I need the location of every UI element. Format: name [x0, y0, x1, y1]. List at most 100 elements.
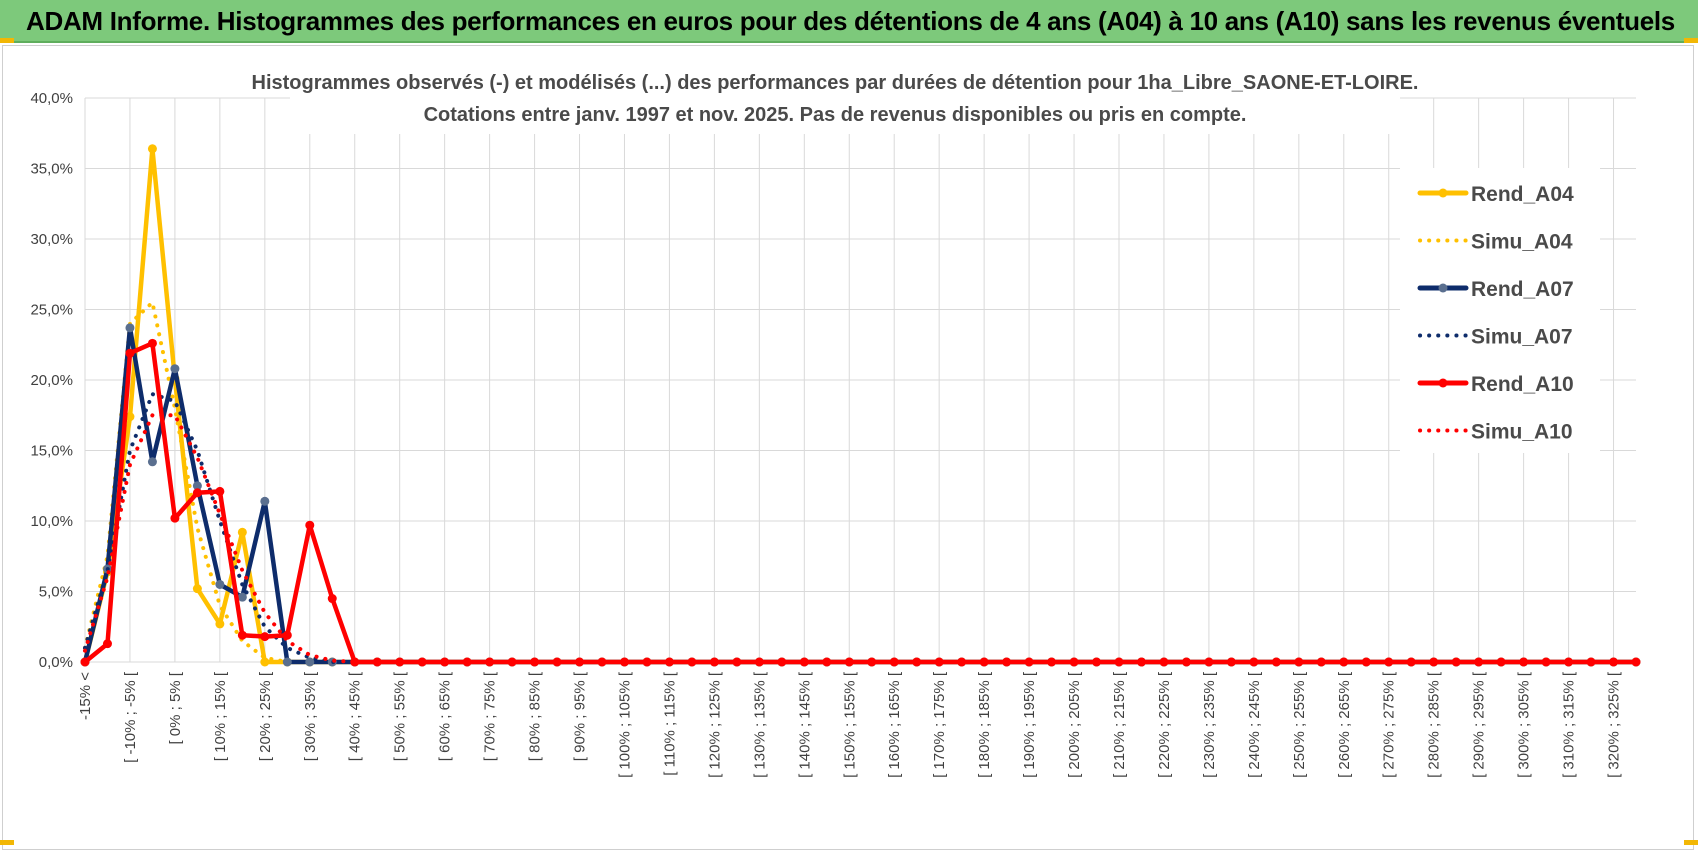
- data-point-rend_a07: [237, 592, 247, 602]
- data-point-rend_a10: [552, 657, 562, 667]
- data-point-rend_a10: [462, 657, 472, 667]
- x-tick-label: [ 220% ; 225% [: [1156, 671, 1173, 778]
- y-tick-label: 30,0%: [30, 231, 73, 248]
- data-point-rend_a10: [844, 657, 854, 667]
- data-point-rend_a10: [1181, 657, 1191, 667]
- data-point-rend_a10: [1609, 657, 1619, 667]
- data-point-rend_a10: [192, 488, 202, 498]
- data-point-rend_a07: [282, 657, 292, 667]
- legend-background: [1400, 168, 1600, 453]
- data-point-rend_a10: [1519, 657, 1529, 667]
- x-tick-label: [ 160% ; 165% [: [886, 671, 903, 778]
- corner-accent-bottom-left: [0, 840, 14, 845]
- data-point-rend_a04: [125, 412, 135, 422]
- x-tick-label: -15% <: [77, 672, 94, 720]
- chart-subtitle: Cotations entre janv. 1997 et nov. 2025.…: [424, 104, 1247, 126]
- x-tick-label: [ 260% ; 265% [: [1336, 671, 1353, 778]
- report-banner: ADAM Informe. Histogrammes des performan…: [0, 0, 1698, 43]
- data-point-rend_a04: [237, 527, 247, 537]
- data-point-rend_a10: [1564, 657, 1574, 667]
- data-point-rend_a10: [687, 657, 697, 667]
- data-point-rend_a10: [237, 630, 247, 640]
- y-tick-label: 5,0%: [39, 584, 73, 601]
- y-tick-label: 0,0%: [39, 654, 73, 671]
- x-tick-label: [ 290% ; 295% [: [1471, 671, 1488, 778]
- data-point-rend_a10: [215, 486, 225, 496]
- data-point-rend_a10: [1092, 657, 1102, 667]
- data-point-rend_a07: [147, 457, 157, 467]
- data-point-rend_a10: [889, 657, 899, 667]
- x-tick-label: [ 200% ; 205% [: [1066, 671, 1083, 778]
- data-point-rend_a04: [147, 144, 157, 154]
- x-tick-label: [ 0% ; 5% [: [167, 671, 184, 744]
- x-tick-label: [ 40% ; 45% [: [347, 671, 364, 761]
- data-point-rend_a10: [327, 594, 337, 604]
- data-point-rend_a10: [1271, 657, 1281, 667]
- chart-title-background: [290, 64, 1400, 134]
- x-tick-label: [ 320% ; 325% [: [1606, 671, 1623, 778]
- data-point-rend_a07: [170, 364, 180, 374]
- data-point-rend_a10: [642, 657, 652, 667]
- x-tick-label: [ 90% ; 95% [: [572, 671, 589, 761]
- data-point-rend_a07: [125, 323, 135, 333]
- corner-accent-bottom-right: [1684, 840, 1698, 845]
- legend-label-rend_a04: Rend_A04: [1471, 183, 1574, 206]
- report-title: ADAM Informe. Histogrammes des performan…: [26, 6, 1675, 36]
- data-point-rend_a10: [1451, 657, 1461, 667]
- data-point-rend_a10: [170, 513, 180, 523]
- legend-label-rend_a07: Rend_A07: [1471, 278, 1574, 301]
- y-tick-label: 25,0%: [30, 302, 73, 319]
- data-point-rend_a10: [934, 657, 944, 667]
- x-tick-label: [ 210% ; 215% [: [1111, 671, 1128, 778]
- x-tick-label: [ 30% ; 35% [: [302, 671, 319, 761]
- x-tick-label: [ 100% ; 105% [: [616, 671, 633, 778]
- data-point-rend_a10: [417, 657, 427, 667]
- data-point-rend_a10: [1474, 657, 1484, 667]
- axis-ticks: 0,0% 5,0% 10,0% 15,0% 20,0% 25,0% 30,0% 35,0% 40…: [30, 90, 1622, 778]
- y-tick-label: 20,0%: [30, 372, 73, 389]
- data-point-rend_a10: [1114, 657, 1124, 667]
- x-tick-label: [ -10% ; -5% [: [122, 671, 139, 763]
- legend-marker-rend_a04: [1438, 188, 1448, 198]
- data-point-rend_a07: [305, 657, 315, 667]
- x-tick-label: [ 190% ; 195% [: [1021, 671, 1038, 778]
- x-tick-label: [ 120% ; 125% [: [706, 671, 723, 778]
- data-point-rend_a07: [215, 579, 225, 589]
- data-point-rend_a10: [1226, 657, 1236, 667]
- x-tick-label: [ 280% ; 285% [: [1426, 671, 1443, 778]
- legend-marker-rend_a10: [1438, 378, 1448, 388]
- legend-label-simu_a07: Simu_A07: [1471, 326, 1573, 349]
- data-point-rend_a10: [1136, 657, 1146, 667]
- corner-accent-top-left: [0, 38, 14, 43]
- data-point-rend_a10: [1361, 657, 1371, 667]
- data-point-rend_a07: [260, 496, 270, 506]
- legend-label-rend_a10: Rend_A10: [1471, 373, 1574, 396]
- data-point-rend_a10: [125, 348, 135, 358]
- x-tick-label: [ 80% ; 85% [: [527, 671, 544, 761]
- chart-title: Histogrammes observés (-) et modélisés (…: [252, 72, 1419, 94]
- legend-label-simu_a10: Simu_A10: [1471, 421, 1573, 444]
- x-tick-label: [ 300% ; 305% [: [1516, 671, 1533, 778]
- data-point-rend_a04: [215, 619, 225, 629]
- data-point-rend_a10: [1496, 657, 1506, 667]
- y-tick-label: 35,0%: [30, 161, 73, 178]
- data-point-rend_a10: [80, 657, 90, 667]
- x-tick-label: [ 250% ; 255% [: [1291, 671, 1308, 778]
- x-tick-label: [ 310% ; 315% [: [1561, 671, 1578, 778]
- x-tick-label: [ 50% ; 55% [: [392, 671, 409, 761]
- x-tick-label: [ 60% ; 65% [: [437, 671, 454, 761]
- x-tick-label: [ 20% ; 25% [: [257, 671, 274, 761]
- x-tick-label: [ 170% ; 175% [: [931, 671, 948, 778]
- data-point-rend_a10: [372, 657, 382, 667]
- x-tick-label: [ 270% ; 275% [: [1381, 671, 1398, 778]
- x-tick-label: [ 10% ; 15% [: [212, 671, 229, 761]
- data-point-rend_a10: [799, 657, 809, 667]
- data-point-rend_a10: [754, 657, 764, 667]
- legend-label-simu_a04: Simu_A04: [1471, 231, 1573, 254]
- x-tick-label: [ 130% ; 135% [: [751, 671, 768, 778]
- x-tick-label: [ 110% ; 115% [: [661, 671, 678, 776]
- x-tick-label: [ 150% ; 155% [: [841, 671, 858, 778]
- x-tick-label: [ 140% ; 145% [: [796, 671, 813, 778]
- data-point-rend_a10: [1069, 657, 1079, 667]
